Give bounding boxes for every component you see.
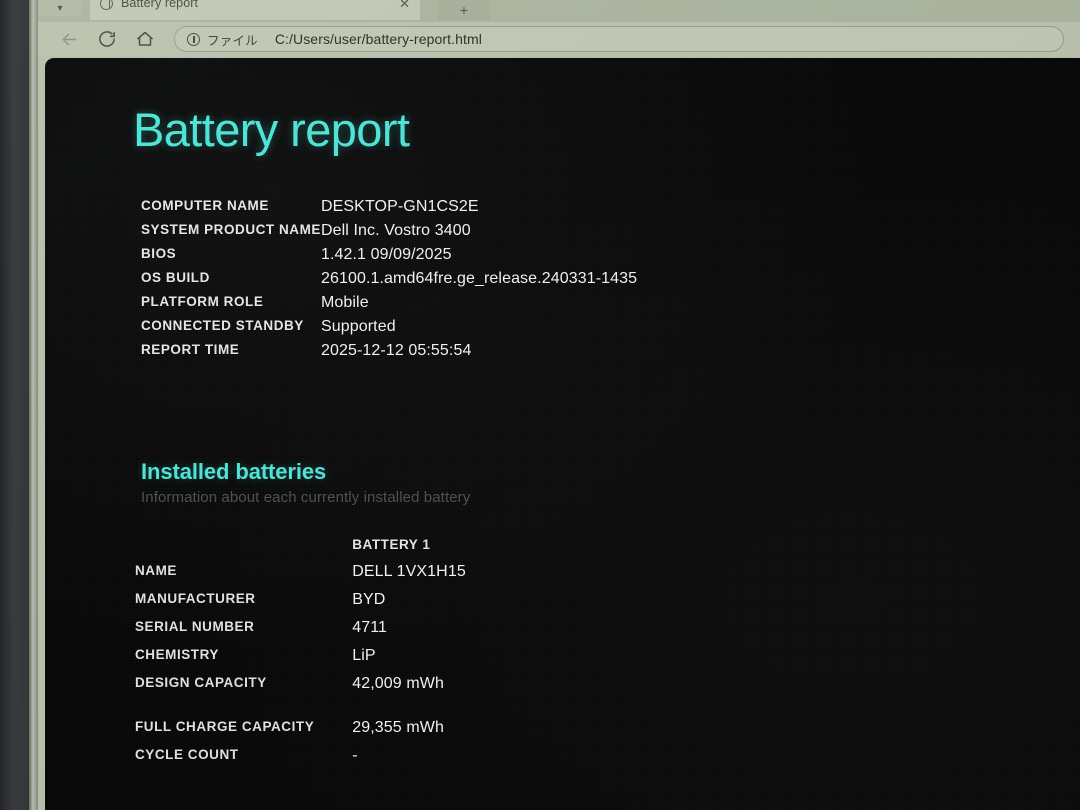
table-row: SYSTEM PRODUCT NAME Dell Inc. Vostro 340… <box>141 223 637 247</box>
row-key: SERIAL NUMBER <box>135 618 255 634</box>
table-row: DESIGN CAPACITY 42,009 mWh <box>135 674 466 718</box>
table-row: SERIAL NUMBER 4711 <box>135 618 466 646</box>
plus-icon: + <box>459 2 469 18</box>
section-subtitle: Information about each currently install… <box>141 489 471 506</box>
browser-toolbar: ファイル C:/Users/user/battery-report.html <box>38 22 1080 56</box>
tab-search-button[interactable]: ▾ <box>38 0 82 16</box>
address-bar-input[interactable]: C:/Users/user/battery-report.html <box>274 31 482 47</box>
row-value: 4711 <box>352 618 388 636</box>
table-header-row: BATTERY 1 <box>135 538 466 562</box>
table-row: NAME DELL 1VX1H15 <box>135 562 466 590</box>
row-key: MANUFACTURER <box>135 590 256 606</box>
page-title: Battery report <box>133 103 410 156</box>
table-row: PLATFORM ROLE Mobile <box>141 295 637 319</box>
row-key: CYCLE COUNT <box>135 746 239 762</box>
row-value: LiP <box>352 646 376 664</box>
table-row: CONNECTED STANDBY Supported <box>141 319 637 343</box>
section-title-installed-batteries: Installed batteries <box>141 459 327 484</box>
table-row: FULL CHARGE CAPACITY 29,355 mWh <box>135 718 466 746</box>
row-key: FULL CHARGE CAPACITY <box>135 718 315 734</box>
table-row: OS BUILD 26100.1.amd64fre.ge_release.240… <box>141 271 637 295</box>
row-value: Supported <box>320 318 396 335</box>
row-key: DESIGN CAPACITY <box>135 674 267 690</box>
row-value: Dell Inc. Vostro 3400 <box>320 222 471 239</box>
tab-strip: ▾ Battery report ✕ + <box>38 0 1080 22</box>
row-value: DESKTOP-GN1CS2E <box>320 198 479 215</box>
table-row: CYCLE COUNT - <box>135 746 466 774</box>
row-key: OS BUILD <box>141 270 210 285</box>
globe-icon <box>100 0 113 10</box>
page-viewport: Battery report COMPUTER NAME DESKTOP-GN1… <box>45 58 1080 810</box>
home-button[interactable] <box>126 24 164 54</box>
row-key: SYSTEM PRODUCT NAME <box>141 222 321 237</box>
back-button[interactable] <box>50 24 88 54</box>
row-value: 1.42.1 09/09/2025 <box>320 246 452 263</box>
row-key: CHEMISTRY <box>135 646 219 662</box>
home-icon <box>137 31 153 46</box>
installed-batteries-table: BATTERY 1 NAME DELL 1VX1H15 MANUFACTURER… <box>133 536 468 776</box>
table-row: COMPUTER NAME DESKTOP-GN1CS2E <box>141 199 637 223</box>
back-arrow-icon <box>62 33 76 45</box>
row-value: Mobile <box>320 294 369 311</box>
system-info-table: COMPUTER NAME DESKTOP-GN1CS2E SYSTEM PRO… <box>141 199 637 367</box>
column-header-battery-1: BATTERY 1 <box>352 537 431 552</box>
address-bar[interactable]: ファイル C:/Users/user/battery-report.html <box>174 26 1064 52</box>
address-bar-scheme-label: ファイル <box>207 33 258 48</box>
battery-report-document: Battery report COMPUTER NAME DESKTOP-GN1… <box>45 58 1080 810</box>
row-value: 29,355 mWh <box>352 718 444 736</box>
table-row: BIOS 1.42.1 09/09/2025 <box>141 247 637 271</box>
new-tab-button[interactable]: + <box>438 0 490 20</box>
row-key: CONNECTED STANDBY <box>141 318 304 333</box>
row-value: DELL 1VX1H15 <box>352 562 466 580</box>
row-value: 42,009 mWh <box>352 674 444 692</box>
row-key: COMPUTER NAME <box>141 198 269 213</box>
row-key: NAME <box>135 562 177 578</box>
row-key: BIOS <box>141 246 177 261</box>
table-row: CHEMISTRY LiP <box>135 646 466 674</box>
laptop-bezel-highlight <box>29 0 38 810</box>
close-icon[interactable]: ✕ <box>399 0 410 11</box>
row-key-empty <box>135 538 350 562</box>
chevron-down-icon: ▾ <box>57 3 63 14</box>
row-value: 2025-12-12 05:55:54 <box>320 342 472 359</box>
browser-window: ▾ Battery report ✕ + <box>38 0 1080 810</box>
reload-button[interactable] <box>88 24 126 54</box>
table-row: REPORT TIME 2025-12-12 05:55:54 <box>141 343 637 367</box>
row-value: - <box>352 746 358 764</box>
row-value: BYD <box>352 590 386 608</box>
reload-icon <box>99 31 115 47</box>
row-key: REPORT TIME <box>141 342 240 357</box>
row-value: 26100.1.amd64fre.ge_release.240331-1435 <box>320 270 638 287</box>
info-circle-icon[interactable] <box>187 32 200 46</box>
browser-tab-battery-report[interactable]: Battery report ✕ <box>90 0 420 20</box>
row-key: PLATFORM ROLE <box>141 294 264 309</box>
table-row: MANUFACTURER BYD <box>135 590 466 618</box>
tab-title: Battery report <box>121 0 199 10</box>
